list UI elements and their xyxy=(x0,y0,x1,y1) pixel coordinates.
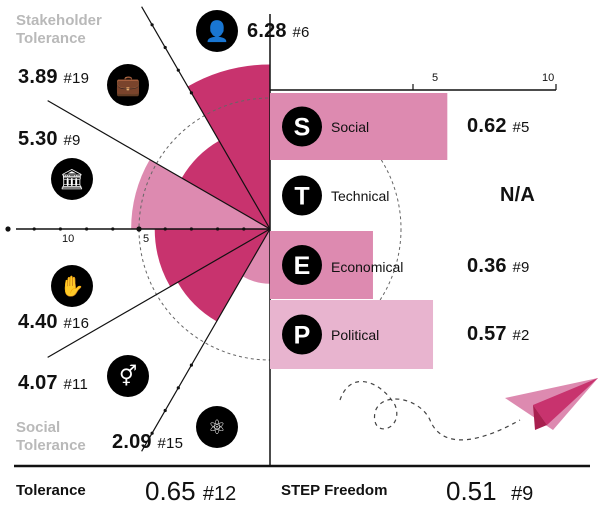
radial-axis-dot xyxy=(85,227,89,231)
radial-tick-5: 5 xyxy=(143,233,150,245)
bar-tick-10: 10 xyxy=(542,72,555,84)
polar-sector-gender xyxy=(177,229,270,322)
stakeholder-tolerance-heading: Stakeholder Tolerance xyxy=(16,12,102,47)
step-letter-s xyxy=(282,106,322,147)
spoke-line xyxy=(141,6,271,230)
spoke-line xyxy=(47,228,271,358)
step-letter-t xyxy=(282,175,322,216)
radial-axis-dot xyxy=(242,227,246,231)
polar-sector-briefcase xyxy=(181,140,270,229)
bank-icon-glyph: 🏛 xyxy=(59,167,84,191)
tolerance-score: 0.65 #12 xyxy=(145,476,237,506)
step-letter-e xyxy=(282,245,322,285)
decoration xyxy=(14,378,598,468)
bar-value-technical: N/A xyxy=(500,184,536,206)
radial-axis-dot xyxy=(58,227,63,231)
person-icon xyxy=(196,10,238,52)
bar-value-social: 0.62 #5 xyxy=(467,115,530,137)
atom-icon xyxy=(196,406,238,448)
spoke-dot xyxy=(150,431,154,435)
step-freedom-score: 0.51 #9 xyxy=(446,476,534,506)
bank-icon xyxy=(51,158,93,200)
spoke-dot xyxy=(150,23,154,27)
tolerance-label: Tolerance xyxy=(16,482,86,499)
bar-tick-5: 5 xyxy=(432,72,439,84)
social-tolerance-heading: Social Tolerance xyxy=(16,419,86,454)
radial-axis-dot xyxy=(5,226,11,232)
spoke-dot xyxy=(189,91,193,95)
person-icon-glyph: 👤 xyxy=(205,19,230,43)
spoke-line xyxy=(47,100,271,230)
step-letter-text: E xyxy=(294,252,311,280)
value-label-hand-eye: 4.40 #16 xyxy=(18,311,90,333)
value-label-person: 6.28 #6 xyxy=(247,20,310,42)
step-letter-p xyxy=(282,314,322,355)
bar-value-economical: 0.36 #9 xyxy=(467,255,530,277)
step-letter-text: S xyxy=(294,114,311,142)
step-bar-chart: S T E P xyxy=(269,14,557,465)
radial-axis-dot xyxy=(32,227,36,231)
hand-eye-icon-glyph: ✋ xyxy=(60,274,85,298)
polar-sector-person xyxy=(187,64,270,230)
dashed-flight-path xyxy=(339,381,521,441)
step-freedom-label: STEP Freedom xyxy=(281,482,388,499)
hand-eye-icon xyxy=(51,265,93,307)
gender-icon xyxy=(107,355,149,397)
value-label-atom: 2.09 #15 xyxy=(112,431,184,453)
gender-icon-glyph: ⚥ xyxy=(119,364,137,388)
paper-plane-fold xyxy=(533,378,598,425)
spoke-dot xyxy=(176,68,180,72)
value-label-gender: 4.07 #11 xyxy=(18,372,89,394)
spoke-line xyxy=(141,228,271,452)
spoke-dot xyxy=(176,386,180,390)
step-letter-text: P xyxy=(294,322,311,350)
value-label-bank: 5.30 #9 xyxy=(18,128,81,150)
bar-label-social: Social xyxy=(331,119,370,135)
bar-label-economical: Economical xyxy=(331,259,404,275)
spoke-dot xyxy=(189,363,193,367)
polar-sector-hand-eye xyxy=(154,229,270,287)
spoke-dot xyxy=(163,408,167,413)
briefcase-icon xyxy=(107,64,149,106)
atom-icon-glyph: ⚛ xyxy=(208,415,226,439)
bar-label-political: Political xyxy=(331,327,380,343)
paper-plane-tail xyxy=(533,405,547,430)
radial-axis-dot xyxy=(111,227,115,231)
radial-axis-dot xyxy=(136,226,142,232)
radial-tick-10: 10 xyxy=(62,233,75,245)
value-label-briefcase: 3.89 #19 xyxy=(18,66,90,88)
polar-sector-atom xyxy=(242,229,270,284)
radial-axis-dot xyxy=(216,227,220,231)
radial-axis-dot xyxy=(163,227,167,231)
briefcase-icon-glyph: 💼 xyxy=(116,73,141,97)
step-letter-text: T xyxy=(294,183,309,211)
tolerance-polar-chart: 👤 💼 🏛 ✋ ⚥ ⚛ xyxy=(5,6,402,452)
bar-label-technical: Technical xyxy=(331,188,390,204)
bar-value-political: 0.57 #2 xyxy=(467,323,530,345)
spoke-dot xyxy=(163,45,167,50)
polar-sector-bank xyxy=(131,159,270,229)
radial-axis-dot xyxy=(189,227,193,231)
